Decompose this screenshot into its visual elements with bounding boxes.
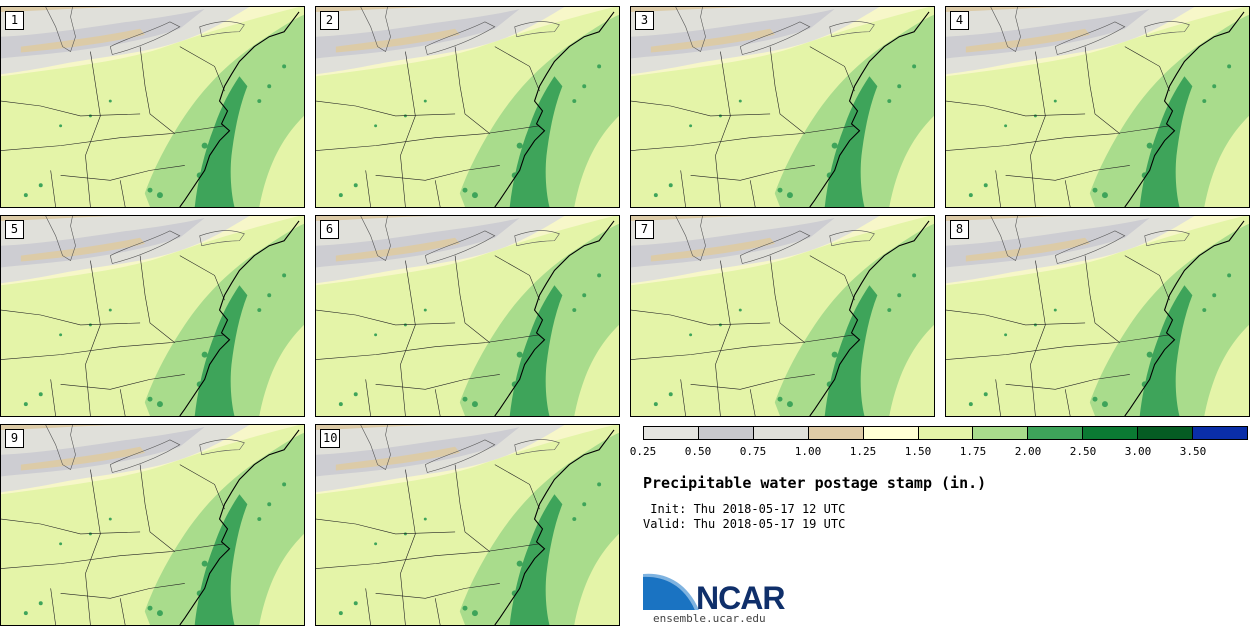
- colorbar-swatch: [753, 427, 809, 439]
- member-map-3: 3: [630, 6, 935, 208]
- precip-water-map: [946, 7, 1249, 207]
- precip-water-map: [946, 216, 1249, 416]
- precip-water-map: [1, 425, 304, 625]
- panel-label: 1: [5, 11, 24, 30]
- colorbar-tick-label: 1.75: [959, 445, 987, 458]
- ncar-logo-text: NCAR: [696, 580, 785, 616]
- colorbar-swatch: [918, 427, 974, 439]
- colorbar-tick-label: 2.00: [1014, 445, 1042, 458]
- colorbar-tick-label: 3.50: [1179, 445, 1207, 458]
- member-map-4: 4: [945, 6, 1250, 208]
- precip-water-map: [316, 216, 619, 416]
- member-map-9: 9: [0, 424, 305, 626]
- colorbar-tick-label: 1.50: [904, 445, 932, 458]
- colorbar-tick-label: 2.50: [1069, 445, 1097, 458]
- precip-water-map: [1, 7, 304, 207]
- colorbar-tick-label: 0.50: [684, 445, 712, 458]
- precip-water-map: [316, 425, 619, 625]
- init-time: Init: Thu 2018-05-17 12 UTC: [643, 502, 846, 516]
- member-map-1: 1: [0, 6, 305, 208]
- colorbar-swatch: [644, 427, 699, 439]
- panel-label: 8: [950, 220, 969, 239]
- member-map-7: 7: [630, 215, 935, 417]
- valid-time: Valid: Thu 2018-05-17 19 UTC: [643, 517, 846, 531]
- colorbar-tick-label: 0.75: [739, 445, 767, 458]
- colorbar-swatch: [1028, 427, 1084, 439]
- panel-label: 5: [5, 220, 24, 239]
- member-map-5: 5: [0, 215, 305, 417]
- panel-label: 10: [320, 429, 341, 448]
- colorbar-tick-label: 3.00: [1124, 445, 1152, 458]
- member-map-2: 2: [315, 6, 620, 208]
- member-map-6: 6: [315, 215, 620, 417]
- website-url: ensemble.ucar.edu: [653, 612, 766, 625]
- colorbar-swatch: [1083, 427, 1139, 439]
- chart-title: Precipitable water postage stamp (in.): [643, 474, 987, 492]
- colorbar: [643, 426, 1248, 440]
- colorbar-swatch: [1193, 427, 1247, 439]
- colorbar-swatch: [863, 427, 919, 439]
- colorbar-tick-label: 1.25: [849, 445, 877, 458]
- panel-label: 3: [635, 11, 654, 30]
- colorbar-swatch: [973, 427, 1029, 439]
- colorbar-tick-label: 1.00: [794, 445, 822, 458]
- panel-label: 6: [320, 220, 339, 239]
- colorbar-swatch: [808, 427, 864, 439]
- panel-label: 2: [320, 11, 339, 30]
- precip-water-map: [631, 7, 934, 207]
- precip-water-map: [631, 216, 934, 416]
- panel-label: 9: [5, 429, 24, 448]
- member-map-8: 8: [945, 215, 1250, 417]
- colorbar-swatch: [698, 427, 754, 439]
- colorbar-tick-label: 0.25: [629, 445, 657, 458]
- panel-label: 4: [950, 11, 969, 30]
- ncar-logo-icon: [643, 573, 699, 610]
- member-map-10: 10: [315, 424, 620, 626]
- panel-label: 7: [635, 220, 654, 239]
- precip-water-map: [1, 216, 304, 416]
- colorbar-swatch: [1138, 427, 1194, 439]
- precip-water-map: [316, 7, 619, 207]
